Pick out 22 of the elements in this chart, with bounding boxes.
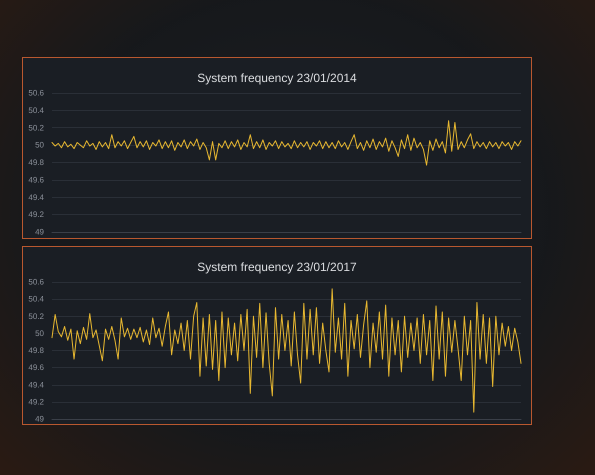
y-tick-label: 49.4	[28, 380, 45, 390]
y-tick-label: 49.8	[28, 158, 45, 167]
y-tick-label: 50.6	[28, 88, 45, 98]
y-tick-label: 49.2	[28, 397, 45, 406]
chart-title: System frequency 23/01/2017	[197, 260, 358, 274]
chart-title: System frequency 23/01/2014	[197, 71, 358, 85]
y-tick-label: 49.6	[28, 175, 45, 184]
y-tick-label: 50	[35, 140, 45, 150]
y-tick-label: 50.2	[28, 312, 45, 321]
y-tick-label: 49	[35, 414, 45, 424]
y-tick-label: 50.4	[28, 106, 45, 115]
y-tick-label: 49.2	[28, 210, 45, 220]
line-series	[52, 120, 522, 166]
y-tick-label: 50.6	[28, 278, 45, 286]
y-tick-label: 49.8	[28, 346, 45, 355]
y-tick-label: 49.6	[28, 363, 45, 372]
y-tick-label: 49	[35, 228, 45, 236]
y-tick-label: 50.4	[28, 294, 45, 304]
line-series	[52, 288, 522, 413]
y-tick-label: 49.4	[28, 192, 45, 202]
y-tick-label: 50	[35, 328, 45, 338]
y-tick-label: 50.2	[28, 123, 45, 132]
